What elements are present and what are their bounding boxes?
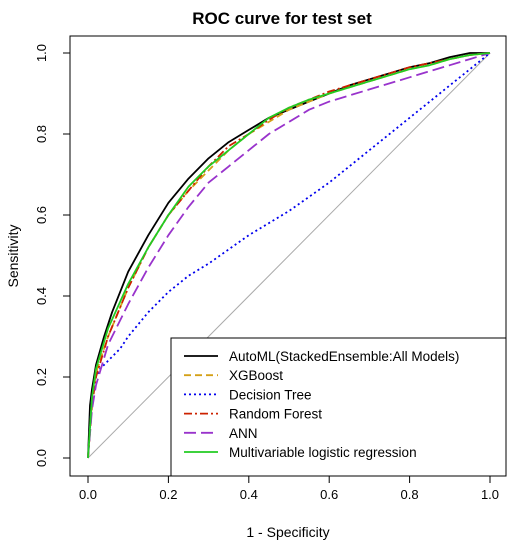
- series-group: [87, 52, 491, 459]
- y-tick-label: 1.0: [34, 44, 49, 62]
- legend-label: ANN: [229, 426, 258, 441]
- y-tick-label: 0.2: [34, 368, 49, 386]
- y-axis: 0.0 0.2 0.4 0.6 0.8 1.0: [34, 44, 71, 467]
- y-tick-label: 0.8: [34, 125, 49, 143]
- x-tick-label: 1.0: [481, 487, 499, 502]
- legend-label: Multivariable logistic regression: [229, 445, 417, 460]
- y-tick-label: 0.0: [34, 449, 49, 467]
- legend-box: [170, 337, 507, 477]
- legend-label: AutoML(StackedEnsemble:All Models): [229, 349, 459, 364]
- reference-diagonal-line: [87, 52, 491, 459]
- series-line: [87, 52, 491, 459]
- x-tick-label: 0.0: [79, 487, 97, 502]
- chart-title: ROC curve for test set: [192, 9, 372, 28]
- y-tick-label: 0.6: [34, 206, 49, 224]
- y-tick-label: 0.4: [34, 287, 49, 305]
- legend-label: XGBoost: [229, 368, 283, 383]
- x-tick-label: 0.2: [159, 487, 177, 502]
- x-tick-label: 0.6: [320, 487, 338, 502]
- x-tick-label: 0.4: [240, 487, 258, 502]
- legend-label: Random Forest: [229, 407, 322, 422]
- x-axis-label: 1 - Specificity: [246, 524, 329, 540]
- series-line: [87, 52, 491, 459]
- series-line: [87, 52, 491, 459]
- x-tick-label: 0.8: [401, 487, 419, 502]
- legend: AutoML(StackedEnsemble:All Models) XGBoos…: [170, 337, 507, 477]
- y-axis-label: Sensitivity: [5, 224, 21, 287]
- series-line: [87, 52, 491, 459]
- x-axis: 0.0 0.2 0.4 0.6 0.8 1.0: [79, 475, 499, 502]
- legend-label: Decision Tree: [229, 387, 312, 402]
